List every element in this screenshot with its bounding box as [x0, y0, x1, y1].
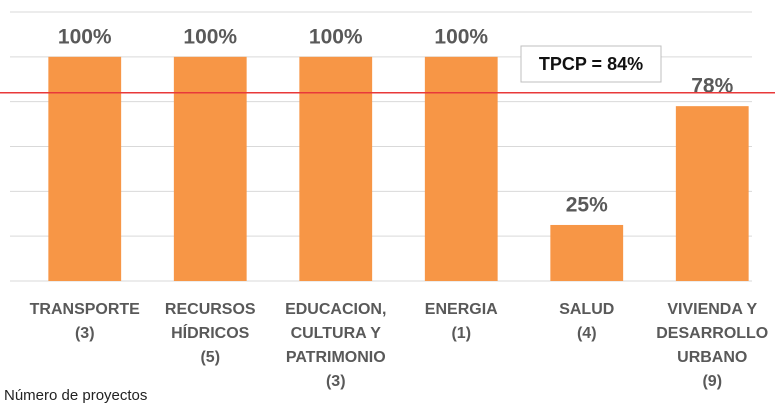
x-tick-label: DESARROLLO	[656, 325, 768, 342]
data-label: 100%	[58, 25, 112, 48]
x-tick-label: (1)	[451, 325, 471, 342]
bar	[299, 56, 373, 282]
x-tick-label: PATRIMONIO	[286, 349, 386, 366]
x-tick-label: HÍDRICOS	[171, 323, 250, 342]
x-tick-label: (3)	[75, 325, 95, 342]
x-axis-title: Número de proyectos	[4, 387, 147, 403]
x-tick-label: SALUD	[559, 301, 614, 318]
data-label: 100%	[309, 25, 363, 48]
bar	[550, 224, 624, 281]
x-tick-label: EDUCACION,	[285, 301, 386, 318]
x-tick-label: (5)	[200, 349, 220, 366]
bar	[675, 106, 749, 282]
data-label: 100%	[434, 25, 488, 48]
x-tick-label: RECURSOS	[165, 301, 256, 318]
x-tick-label: (9)	[702, 373, 722, 390]
data-label: 25%	[566, 194, 608, 217]
annotation-box	[520, 45, 662, 83]
x-tick-label: URBANO	[677, 349, 747, 366]
data-label: 100%	[183, 25, 237, 48]
bar	[173, 56, 247, 282]
x-tick-label: VIVIENDA Y	[667, 301, 757, 318]
bar	[48, 56, 122, 282]
data-label: 78%	[691, 75, 733, 98]
x-tick-label: CULTURA Y	[291, 325, 382, 342]
x-tick-label: ENERGIA	[425, 301, 498, 318]
bar	[424, 56, 498, 282]
x-tick-label: TRANSPORTE	[30, 301, 141, 318]
annotation: TPCP = 84%	[539, 54, 643, 74]
x-tick-label: (3)	[326, 373, 346, 390]
x-tick-label: (4)	[577, 325, 597, 342]
